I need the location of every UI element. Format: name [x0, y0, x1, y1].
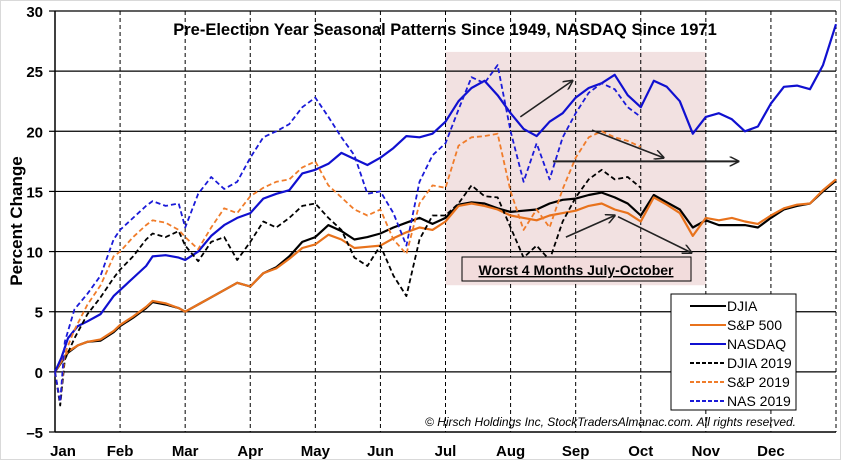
series-line-djia: [54, 179, 837, 373]
legend-entry: DJIA: [690, 298, 758, 314]
legend: DJIA S&P 500 NASDAQ DJIA 2019 S&P 2019 NAS 20…: [670, 293, 797, 411]
x-tick-label: Aug: [496, 443, 525, 460]
x-tick-label: Dec: [757, 443, 785, 460]
copyright-text: © Hirsch Holdings Inc, StockTradersAlman…: [425, 415, 796, 429]
trend-arrow: [519, 81, 572, 118]
shaded-region-label-box: Worst 4 Months July-October: [461, 256, 692, 282]
legend-label: S&P 500: [727, 317, 782, 333]
y-axis-label: Percent Change: [7, 156, 26, 285]
shaded-region-label: Worst 4 Months July-October: [479, 262, 675, 278]
legend-box: [670, 293, 797, 411]
y-tick-label: 25: [26, 64, 43, 81]
x-tick-label: Jun: [367, 443, 394, 460]
x-tick-label: Apr: [237, 443, 263, 460]
legend-entry: NAS 2019: [690, 393, 791, 409]
x-tick-label: Nov: [692, 443, 721, 460]
legend-label: DJIA: [727, 298, 758, 314]
trend-arrow: [591, 129, 664, 158]
legend-label: S&P 2019: [727, 374, 790, 390]
y-tick-label: 30: [26, 4, 43, 21]
trend-arrow: [565, 215, 615, 238]
chart-title: Pre-Election Year Seasonal Patterns Sinc…: [173, 21, 717, 39]
x-tick-label: Feb: [107, 443, 134, 460]
series-line-nas-2019: [54, 64, 642, 403]
series-line-s-p-2019: [54, 130, 642, 403]
x-tick-label: Oct: [628, 443, 653, 460]
legend-entry: S&P 500: [690, 317, 782, 333]
series-line-djia-2019: [54, 168, 642, 407]
x-tick-label: Jul: [435, 443, 457, 460]
x-tick-label: Jan: [50, 443, 76, 460]
x-tick-label: Mar: [172, 443, 199, 460]
series-line-nasdaq: [53, 23, 838, 373]
trend-arrow: [617, 215, 692, 253]
legend-entry: S&P 2019: [690, 374, 790, 390]
legend-label: NAS 2019: [727, 393, 791, 409]
legend-label: NASDAQ: [727, 336, 786, 352]
y-tick-label: 5: [35, 305, 43, 322]
x-tick-label: May: [301, 443, 331, 460]
y-tick-label: 20: [26, 124, 43, 141]
x-tick-label: Sep: [562, 443, 590, 460]
legend-entry: DJIA 2019: [690, 355, 792, 371]
y-tick-label: 10: [26, 245, 43, 262]
y-tick-label: –5: [26, 425, 43, 442]
legend-label: DJIA 2019: [727, 355, 792, 371]
legend-entry: NASDAQ: [690, 336, 786, 352]
y-tick-label: 0: [35, 365, 43, 382]
y-tick-label: 15: [26, 184, 43, 201]
